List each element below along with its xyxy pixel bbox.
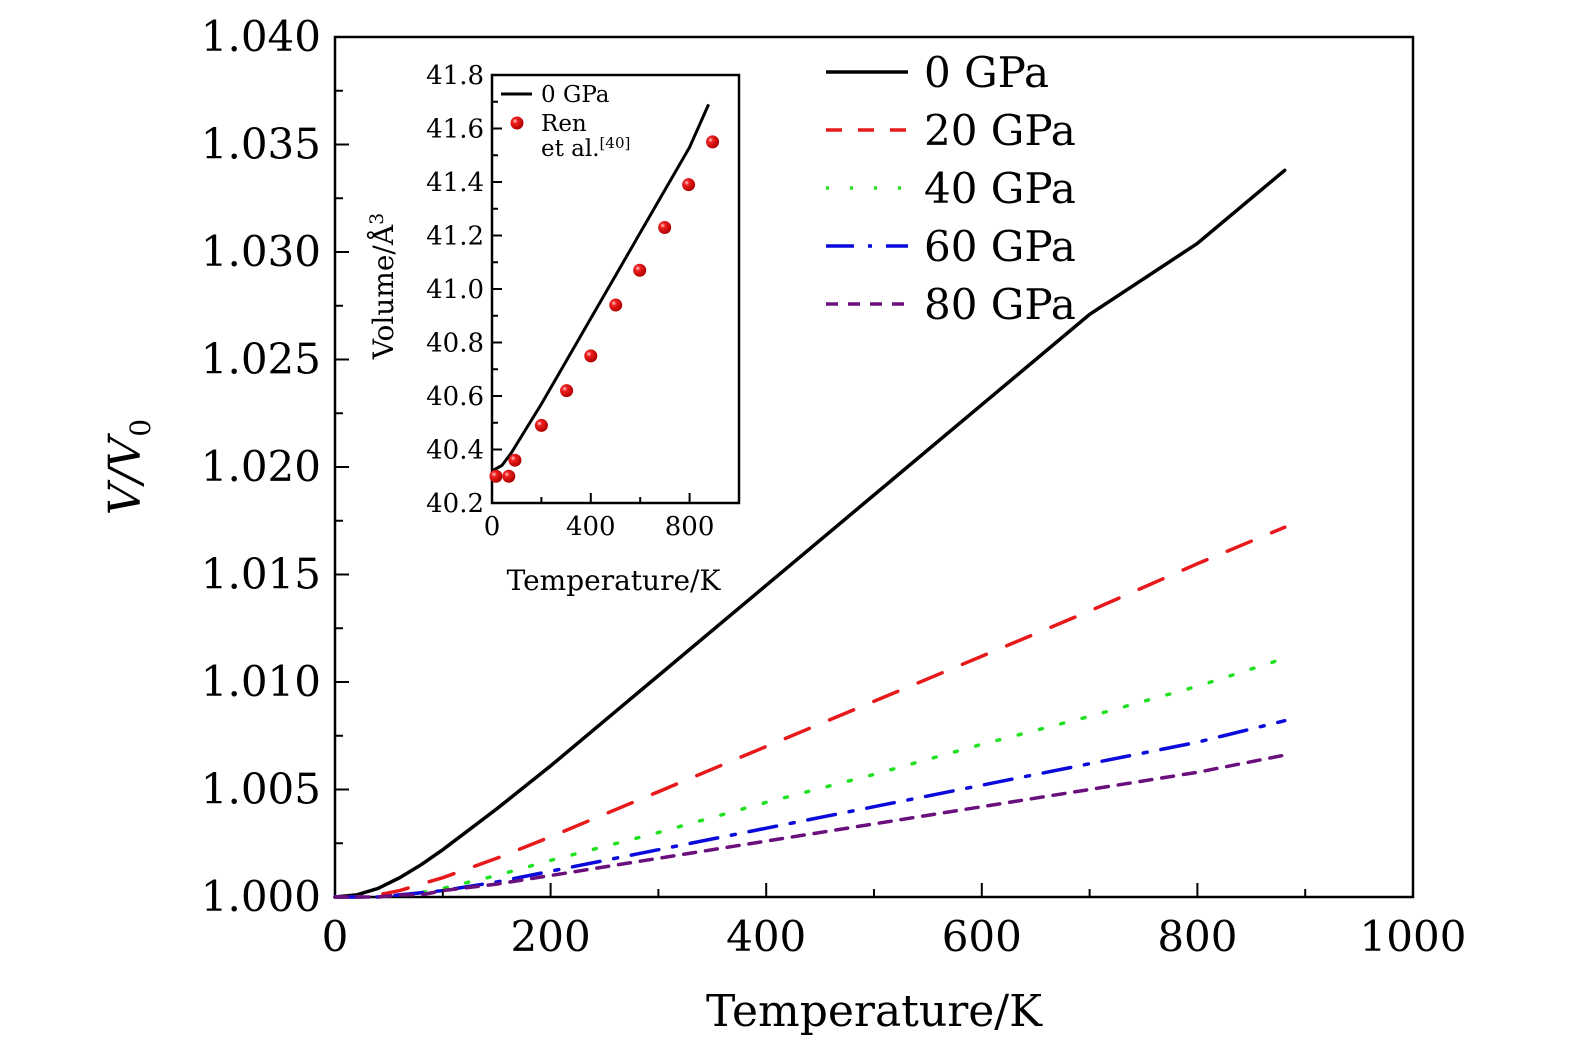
x-tick-label: 600 bbox=[942, 912, 1022, 961]
inset-x-tick-label: 800 bbox=[665, 512, 715, 542]
y-tick-label: 1.025 bbox=[201, 335, 321, 384]
inset-data-point bbox=[584, 349, 598, 363]
inset-y-tick-label: 40.8 bbox=[426, 329, 484, 359]
inset-x-axis-label: Temperature/K bbox=[507, 564, 722, 597]
inset-data-point bbox=[658, 220, 672, 234]
inset-y-tick-label: 40.2 bbox=[426, 489, 484, 519]
x-tick-label: 0 bbox=[322, 912, 349, 961]
x-tick-label: 400 bbox=[726, 912, 806, 961]
inset-y-tick-label: 41.6 bbox=[426, 115, 484, 145]
inset-y-tick-label: 40.4 bbox=[426, 436, 484, 466]
main-legend: 0 GPa 20 GPa 40 GPa 60 GPa 80 GPa bbox=[826, 48, 1076, 329]
series-line-0-gpa bbox=[333, 168, 1287, 899]
series-line-60-gpa bbox=[333, 718, 1287, 899]
series-line-80-gpa bbox=[333, 753, 1287, 899]
inset-y-tick-label: 40.6 bbox=[426, 382, 484, 412]
inset-y-axis-label: Volume/Å3 bbox=[366, 213, 400, 360]
inset-data-point bbox=[706, 135, 720, 149]
legend-label: 80 GPa bbox=[924, 280, 1076, 329]
y-tick-label: 1.010 bbox=[201, 657, 321, 706]
inset-legend-swatch-marker bbox=[510, 116, 524, 130]
series-line-40-gpa bbox=[333, 656, 1287, 899]
y-axis-label: V/V0 bbox=[100, 419, 157, 515]
inset-frame bbox=[490, 73, 741, 505]
inset-data-point bbox=[502, 469, 516, 483]
inset-y-tick-label: 41.2 bbox=[426, 222, 484, 252]
inset-data-point bbox=[560, 384, 574, 398]
y-tick-label: 1.015 bbox=[201, 550, 321, 599]
y-tick-label: 1.000 bbox=[201, 872, 321, 921]
y-tick-label: 1.020 bbox=[201, 442, 321, 491]
legend-label: 20 GPa bbox=[924, 106, 1076, 155]
inset-y-tick-label: 41.8 bbox=[426, 61, 484, 91]
inset-y-tick-label: 41.4 bbox=[426, 168, 484, 198]
y-tick-label: 1.035 bbox=[201, 120, 321, 169]
inset-legend-label: 0 GPa bbox=[541, 82, 610, 108]
y-tick-label: 1.030 bbox=[201, 227, 321, 276]
inset-plot: 0 400 800 40.2 40.4 40.6 40.8 41.0 41.2 41.4 41.6 4… bbox=[366, 61, 741, 597]
legend-label: 60 GPa bbox=[924, 222, 1076, 271]
x-tick-label: 800 bbox=[1157, 912, 1237, 961]
inset-data-point bbox=[609, 298, 623, 312]
x-tick-label: 1000 bbox=[1360, 912, 1467, 961]
legend-label: 0 GPa bbox=[924, 48, 1049, 97]
y-tick-label: 1.040 bbox=[201, 12, 321, 61]
inset-data-point bbox=[534, 418, 548, 432]
inset-data-point bbox=[489, 469, 503, 483]
inset-data-point bbox=[633, 263, 647, 277]
inset-data-point bbox=[508, 453, 522, 467]
y-tick-label: 1.005 bbox=[201, 765, 321, 814]
x-axis-label: Temperature/K bbox=[706, 986, 1043, 1037]
inset-series-line bbox=[491, 103, 710, 473]
inset-legend-label: et al.[40] bbox=[541, 134, 630, 162]
inset-legend-label: Ren bbox=[541, 111, 587, 137]
legend-label: 40 GPa bbox=[924, 164, 1076, 213]
main-plot: 0 200 400 600 800 1000 1.000 1.005 1.010 1.015 1.0… bbox=[100, 12, 1466, 1037]
inset-x-tick-label: 0 bbox=[484, 512, 501, 542]
inset-x-tick-label: 400 bbox=[566, 512, 616, 542]
x-tick-label: 200 bbox=[511, 912, 591, 961]
inset-y-tick-label: 41.0 bbox=[426, 275, 484, 305]
inset-data-point bbox=[682, 178, 696, 192]
series-line-20-gpa bbox=[333, 525, 1287, 899]
